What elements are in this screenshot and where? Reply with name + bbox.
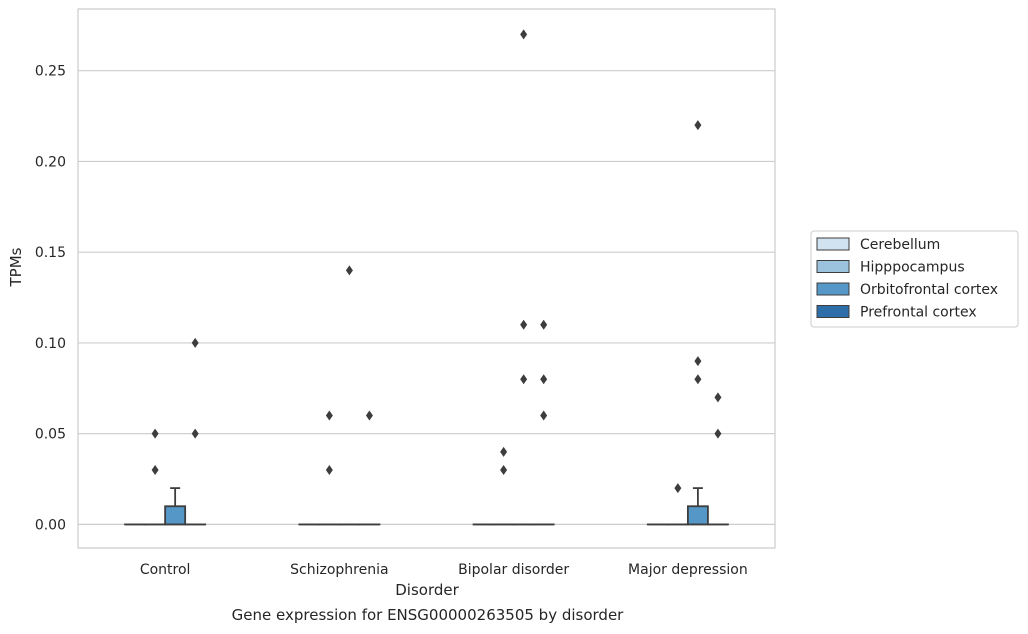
outlier-point: [540, 374, 548, 385]
outlier-point: [520, 374, 528, 385]
outlier-point: [520, 319, 528, 330]
outlier-point: [520, 29, 528, 40]
box-group: [144, 428, 167, 526]
box-group: [164, 487, 187, 526]
box-group: [318, 410, 341, 526]
outlier-point: [694, 374, 702, 385]
y-tick-label: 0.15: [35, 245, 66, 261]
outlier-point: [500, 464, 508, 475]
box-group: [184, 337, 207, 526]
x-tick-label: Control: [140, 562, 191, 578]
box-group: [358, 410, 381, 526]
outlier-point: [151, 428, 159, 439]
y-tick-label: 0.00: [35, 517, 66, 533]
box-group: [338, 265, 361, 526]
outlier-point: [191, 337, 199, 348]
outlier-point: [694, 356, 702, 367]
x-tick-label: Bipolar disorder: [458, 562, 569, 578]
x-tick-label: Schizophrenia: [290, 562, 388, 578]
outlier-point: [714, 392, 722, 403]
plot-area-frame: [77, 8, 776, 549]
x-axis-label: Disorder: [395, 581, 459, 599]
y-tick-labels: 0.00 0.05 0.10 0.15 0.20 0.25: [35, 64, 66, 534]
outlier-point: [325, 410, 333, 421]
outlier-point: [694, 120, 702, 131]
outlier-point: [365, 410, 373, 421]
legend-swatch: [816, 282, 850, 296]
gridlines: [78, 70, 775, 526]
outlier-point: [325, 464, 333, 475]
outlier-point: [500, 446, 508, 457]
box: [164, 505, 187, 526]
legend-label: Orbitofrontal cortex: [860, 282, 998, 298]
legend-label: Prefrontal cortex: [860, 305, 977, 321]
outlier-point: [345, 265, 353, 276]
legend-frame: [810, 230, 1019, 328]
legend-swatch: [816, 305, 850, 318]
box-group: [512, 29, 535, 526]
box-group: [492, 446, 515, 526]
boxes-layer: [124, 29, 729, 526]
box-group: [707, 392, 729, 526]
x-tick-label: Major depression: [628, 562, 748, 578]
box-group: [532, 319, 555, 526]
outlier-point: [151, 464, 159, 475]
legend-items: Cerebellum Hipppocampus Orbitofrontal cort…: [816, 237, 998, 321]
y-tick-label: 0.25: [35, 64, 66, 80]
y-tick-label: 0.10: [35, 336, 66, 352]
outlier-point: [191, 428, 199, 439]
box-group: [686, 120, 709, 526]
outlier-point: [674, 483, 682, 494]
chart-caption: Gene expression for ENSG00000263505 by d…: [231, 606, 624, 624]
legend-swatch: [816, 237, 850, 251]
y-axis-label: TPMs: [7, 247, 25, 287]
box: [686, 505, 709, 526]
legend-label: Hipppocampus: [860, 260, 965, 276]
y-tick-label: 0.05: [35, 427, 66, 443]
x-tick-labels: Control Schizophrenia Bipolar disorder Majo…: [140, 562, 748, 578]
legend: Cerebellum Hipppocampus Orbitofrontal cort…: [810, 230, 1019, 328]
box-group: [666, 483, 689, 526]
y-tick-label: 0.20: [35, 154, 66, 170]
outlier-point: [540, 319, 548, 330]
outlier-point: [540, 410, 548, 421]
outlier-point: [714, 428, 722, 439]
legend-label: Cerebellum: [860, 237, 940, 253]
legend-swatch: [816, 260, 850, 273]
